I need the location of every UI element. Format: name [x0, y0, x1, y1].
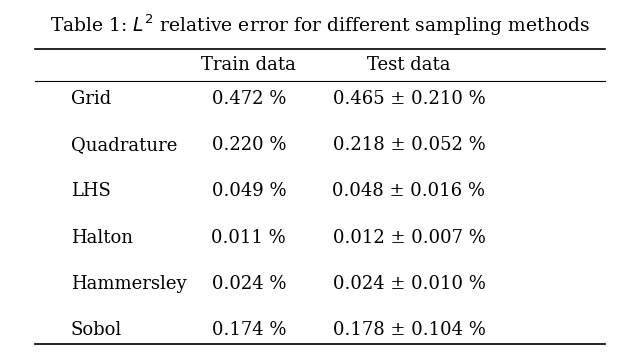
Text: 0.174 %: 0.174 % — [212, 321, 286, 339]
Text: 0.048 ± 0.016 %: 0.048 ± 0.016 % — [333, 183, 486, 200]
Text: Train data: Train data — [202, 56, 296, 74]
Text: 0.024 %: 0.024 % — [212, 275, 286, 293]
Text: 0.024 ± 0.010 %: 0.024 ± 0.010 % — [333, 275, 485, 293]
Text: 0.012 ± 0.007 %: 0.012 ± 0.007 % — [333, 229, 485, 247]
Text: 0.178 ± 0.104 %: 0.178 ± 0.104 % — [333, 321, 485, 339]
Text: 0.218 ± 0.052 %: 0.218 ± 0.052 % — [333, 136, 485, 154]
Text: 0.465 ± 0.210 %: 0.465 ± 0.210 % — [333, 90, 485, 108]
Text: Table 1: $L^2$ relative error for different sampling methods: Table 1: $L^2$ relative error for differ… — [50, 12, 590, 38]
Text: LHS: LHS — [71, 183, 111, 200]
Text: Test data: Test data — [367, 56, 451, 74]
Text: 0.049 %: 0.049 % — [211, 183, 286, 200]
Text: 0.011 %: 0.011 % — [211, 229, 286, 247]
Text: Halton: Halton — [71, 229, 133, 247]
Text: 0.220 %: 0.220 % — [212, 136, 286, 154]
Text: Hammersley: Hammersley — [71, 275, 186, 293]
Text: Grid: Grid — [71, 90, 111, 108]
Text: 0.472 %: 0.472 % — [212, 90, 286, 108]
Text: Quadrature: Quadrature — [71, 136, 177, 154]
Text: Sobol: Sobol — [71, 321, 122, 339]
